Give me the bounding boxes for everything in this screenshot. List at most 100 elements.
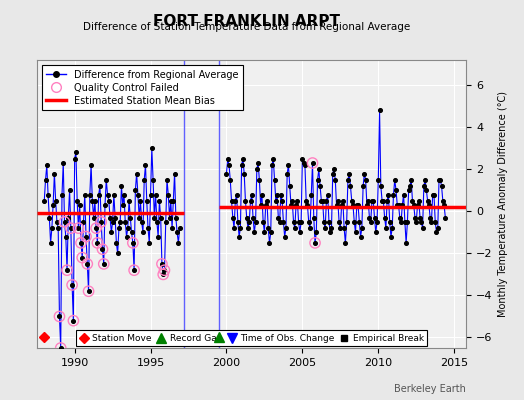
- Point: [161, 219, 170, 225]
- Point: [91, 198, 99, 204]
- Point: [139, 229, 147, 236]
- Point: [416, 214, 424, 221]
- Point: [41, 177, 50, 183]
- Point: [148, 145, 156, 152]
- Point: [78, 254, 86, 261]
- Point: [141, 162, 150, 168]
- Point: [398, 202, 407, 208]
- Point: [90, 214, 98, 221]
- Point: [323, 191, 332, 198]
- Point: [321, 225, 330, 231]
- Point: [130, 267, 138, 274]
- Point: [55, 313, 63, 320]
- Point: [313, 177, 322, 183]
- Point: [405, 187, 413, 194]
- Point: [149, 177, 157, 183]
- Point: [370, 214, 379, 221]
- Point: [341, 240, 350, 246]
- Point: [82, 233, 90, 240]
- Point: [308, 160, 316, 166]
- Point: [441, 214, 450, 221]
- Point: [287, 202, 295, 208]
- Legend: Station Move, Record Gap, Time of Obs. Change, Empirical Break: Station Move, Record Gap, Time of Obs. C…: [76, 330, 427, 346]
- Point: [112, 240, 121, 246]
- Point: [241, 198, 249, 204]
- Point: [296, 229, 304, 236]
- Point: [54, 225, 62, 231]
- Point: [164, 191, 172, 198]
- Point: [430, 191, 438, 198]
- Point: [87, 162, 95, 168]
- Point: [172, 214, 180, 221]
- Point: [240, 170, 248, 177]
- Point: [114, 250, 122, 257]
- Point: [259, 219, 267, 225]
- Point: [169, 198, 178, 204]
- Point: [277, 191, 285, 198]
- Point: [244, 225, 252, 231]
- Point: [45, 214, 53, 221]
- Point: [130, 267, 138, 274]
- Point: [403, 219, 411, 225]
- Point: [294, 219, 303, 225]
- Point: [166, 214, 174, 221]
- Point: [106, 214, 114, 221]
- Point: [316, 183, 324, 189]
- Point: [358, 225, 366, 231]
- Point: [347, 198, 356, 204]
- Text: FORT FRANKLIN ARPT: FORT FRANKLIN ARPT: [153, 14, 340, 29]
- Point: [256, 202, 265, 208]
- Point: [360, 170, 368, 177]
- Point: [67, 225, 75, 231]
- Point: [47, 240, 55, 246]
- Point: [339, 198, 347, 204]
- Point: [66, 187, 74, 194]
- Point: [301, 162, 309, 168]
- Point: [57, 345, 65, 351]
- Point: [436, 177, 444, 183]
- Text: Berkeley Earth: Berkeley Earth: [395, 384, 466, 394]
- Point: [48, 225, 56, 231]
- Point: [407, 177, 416, 183]
- Point: [72, 149, 80, 156]
- Point: [364, 198, 373, 204]
- Point: [135, 214, 144, 221]
- Point: [274, 214, 282, 221]
- Point: [99, 246, 107, 252]
- Point: [355, 219, 364, 225]
- Point: [230, 225, 238, 231]
- Point: [173, 229, 181, 236]
- Point: [289, 219, 298, 225]
- Point: [247, 191, 256, 198]
- Point: [412, 219, 420, 225]
- Point: [163, 177, 171, 183]
- Point: [68, 282, 77, 288]
- Point: [225, 162, 233, 168]
- Point: [420, 183, 428, 189]
- Point: [308, 160, 316, 166]
- Point: [353, 202, 361, 208]
- Point: [133, 170, 141, 177]
- Point: [326, 229, 334, 236]
- Point: [433, 225, 442, 231]
- Point: [336, 225, 345, 231]
- Point: [50, 170, 59, 177]
- Point: [299, 160, 308, 166]
- Point: [116, 219, 124, 225]
- Point: [410, 202, 418, 208]
- Point: [387, 233, 395, 240]
- Point: [136, 198, 145, 204]
- Point: [249, 214, 257, 221]
- Point: [55, 313, 63, 320]
- Point: [105, 198, 113, 204]
- Point: [233, 191, 241, 198]
- Point: [152, 219, 161, 225]
- Point: [115, 225, 123, 231]
- Point: [429, 191, 437, 198]
- Point: [44, 191, 52, 198]
- Point: [234, 219, 242, 225]
- Point: [59, 160, 68, 166]
- Point: [346, 183, 355, 189]
- Point: [397, 219, 405, 225]
- Point: [314, 166, 323, 172]
